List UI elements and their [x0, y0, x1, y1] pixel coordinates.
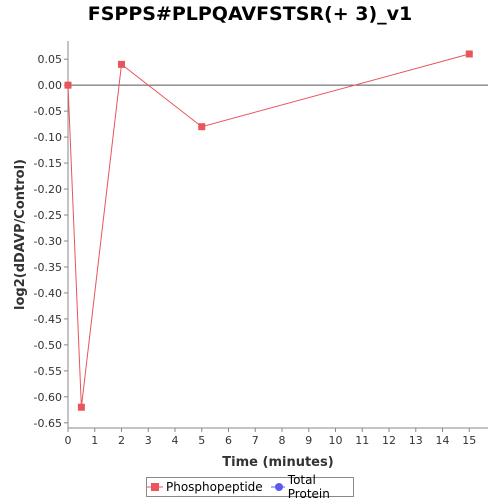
data-point[interactable] [118, 60, 126, 68]
x-tick-label: 0 [65, 434, 72, 447]
chart-legend: Phosphopeptide Total Protein [146, 473, 354, 501]
x-tick-label: 1 [91, 434, 98, 447]
x-tick-label: 6 [225, 434, 232, 447]
chart-title: FSPPS#PLPQAVFSTSR(+ 3)_v1 [87, 3, 413, 25]
y-tick-label: -0.25 [34, 209, 62, 222]
x-tick-label: 11 [355, 434, 369, 447]
x-tick-label: 3 [145, 434, 152, 447]
y-tick-label: -0.35 [34, 261, 62, 274]
y-tick-label: -0.20 [34, 183, 62, 196]
x-tick-label: 8 [279, 434, 286, 447]
legend-item-total-protein[interactable]: Total Protein [270, 473, 353, 501]
y-axis-label: log2(dDAVP/Control) [13, 159, 28, 310]
y-tick-label: -0.55 [34, 365, 62, 378]
square-marker-icon [147, 483, 163, 491]
y-tick-label: -0.10 [34, 131, 62, 144]
x-tick-label: 10 [329, 434, 343, 447]
data-point[interactable] [64, 81, 72, 89]
x-tick-label: 9 [305, 434, 312, 447]
y-tick-label: -0.60 [34, 391, 62, 404]
data-point[interactable] [465, 50, 473, 58]
y-tick-label: -0.65 [34, 417, 62, 430]
legend-item-phosphopeptide[interactable]: Phosphopeptide [147, 480, 263, 494]
y-tick-label: -0.40 [34, 287, 62, 300]
y-tick-label: -0.05 [34, 105, 62, 118]
x-tick-label: 12 [382, 434, 396, 447]
x-tick-label: 13 [409, 434, 423, 447]
y-tick-label: -0.15 [34, 157, 62, 170]
y-tick-label: 0.00 [38, 79, 63, 92]
circle-marker-icon [270, 483, 285, 491]
x-tick-label: 4 [172, 434, 179, 447]
y-tick-label: -0.50 [34, 339, 62, 352]
data-point[interactable] [77, 403, 85, 411]
x-axis-label: Time (minutes) [222, 455, 333, 470]
y-tick-label: -0.30 [34, 235, 62, 248]
x-tick-label: 5 [198, 434, 205, 447]
legend-label: Total Protein [287, 473, 330, 501]
y-tick-label: 0.05 [38, 53, 63, 66]
x-tick-label: 2 [118, 434, 125, 447]
x-tick-label: 7 [252, 434, 259, 447]
data-point[interactable] [198, 123, 206, 131]
plot-area [68, 41, 488, 428]
x-tick-label: 15 [462, 434, 476, 447]
y-tick-label: -0.45 [34, 313, 62, 326]
legend-label: Phosphopeptide [166, 480, 263, 494]
x-tick-label: 14 [436, 434, 450, 447]
